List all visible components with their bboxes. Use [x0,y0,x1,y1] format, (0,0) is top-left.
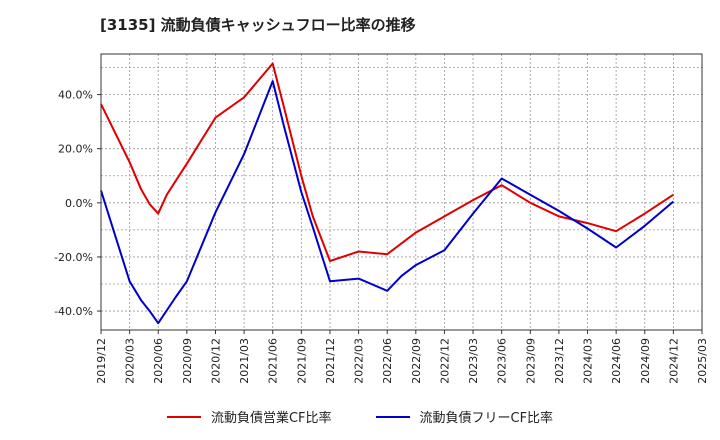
legend-label-operating-cf: 流動負債営業CF比率 [210,411,332,426]
x-tick-label: 2023/12 [553,338,566,384]
y-tick-label: -20.0% [54,251,93,264]
x-tick-label: 2023/09 [524,338,537,384]
x-tick-label: 2022/03 [353,338,366,384]
legend-item-free-cf: 流動負債フリーCF比率 [375,407,554,426]
x-tick-label: 2021/03 [238,338,251,384]
x-tick-label: 2024/09 [639,338,652,384]
y-tick-label: 0.0% [65,197,93,210]
plot-frame [100,53,703,331]
series-lines [100,62,675,325]
chart-title: [3135] 流動負債キャッシュフロー比率の推移 [100,16,416,34]
x-tick-label: 2020/12 [209,338,222,384]
x-tick-label: 2022/12 [438,338,451,384]
legend-label-free-cf: 流動負債フリーCF比率 [419,411,554,426]
legend: 流動負債営業CF比率 流動負債フリーCF比率 [0,407,720,426]
y-tick-label: 40.0% [58,89,93,102]
x-tick-label: 2024/12 [667,338,680,384]
x-tick-label: 2022/06 [381,338,394,384]
grid-lines [101,54,702,330]
y-tick-label: 20.0% [58,143,93,156]
x-tick-label: 2022/09 [410,338,423,384]
x-tick-label: 2020/06 [152,338,165,384]
x-tick-label: 2023/06 [496,338,509,384]
y-axis-ticks: 40.0% 20.0% 0.0% -20.0% -40.0% [54,89,101,318]
series-line-0 [100,62,674,262]
x-tick-label: 2024/03 [582,338,595,384]
x-tick-label: 2020/09 [181,338,194,384]
x-tick-label: 2019/12 [95,338,108,384]
x-tick-label: 2021/06 [267,338,280,384]
legend-item-operating-cf: 流動負債営業CF比率 [166,407,332,426]
x-tick-label: 2021/12 [324,338,337,384]
x-tick-label: 2023/03 [467,338,480,384]
x-tick-label: 2025/03 [696,338,709,384]
x-tick-label: 2024/06 [610,338,623,384]
x-tick-label: 2021/09 [295,338,308,384]
y-tick-label: -40.0% [54,305,93,318]
legend-swatch-free-cf [375,415,410,418]
legend-swatch-operating-cf [166,415,201,418]
x-tick-label: 2020/03 [124,338,137,384]
x-axis-ticks: 2019/12 2020/03 2020/06 2020/09 2020/12 2021/… [95,330,709,384]
series-line-1 [100,80,675,325]
